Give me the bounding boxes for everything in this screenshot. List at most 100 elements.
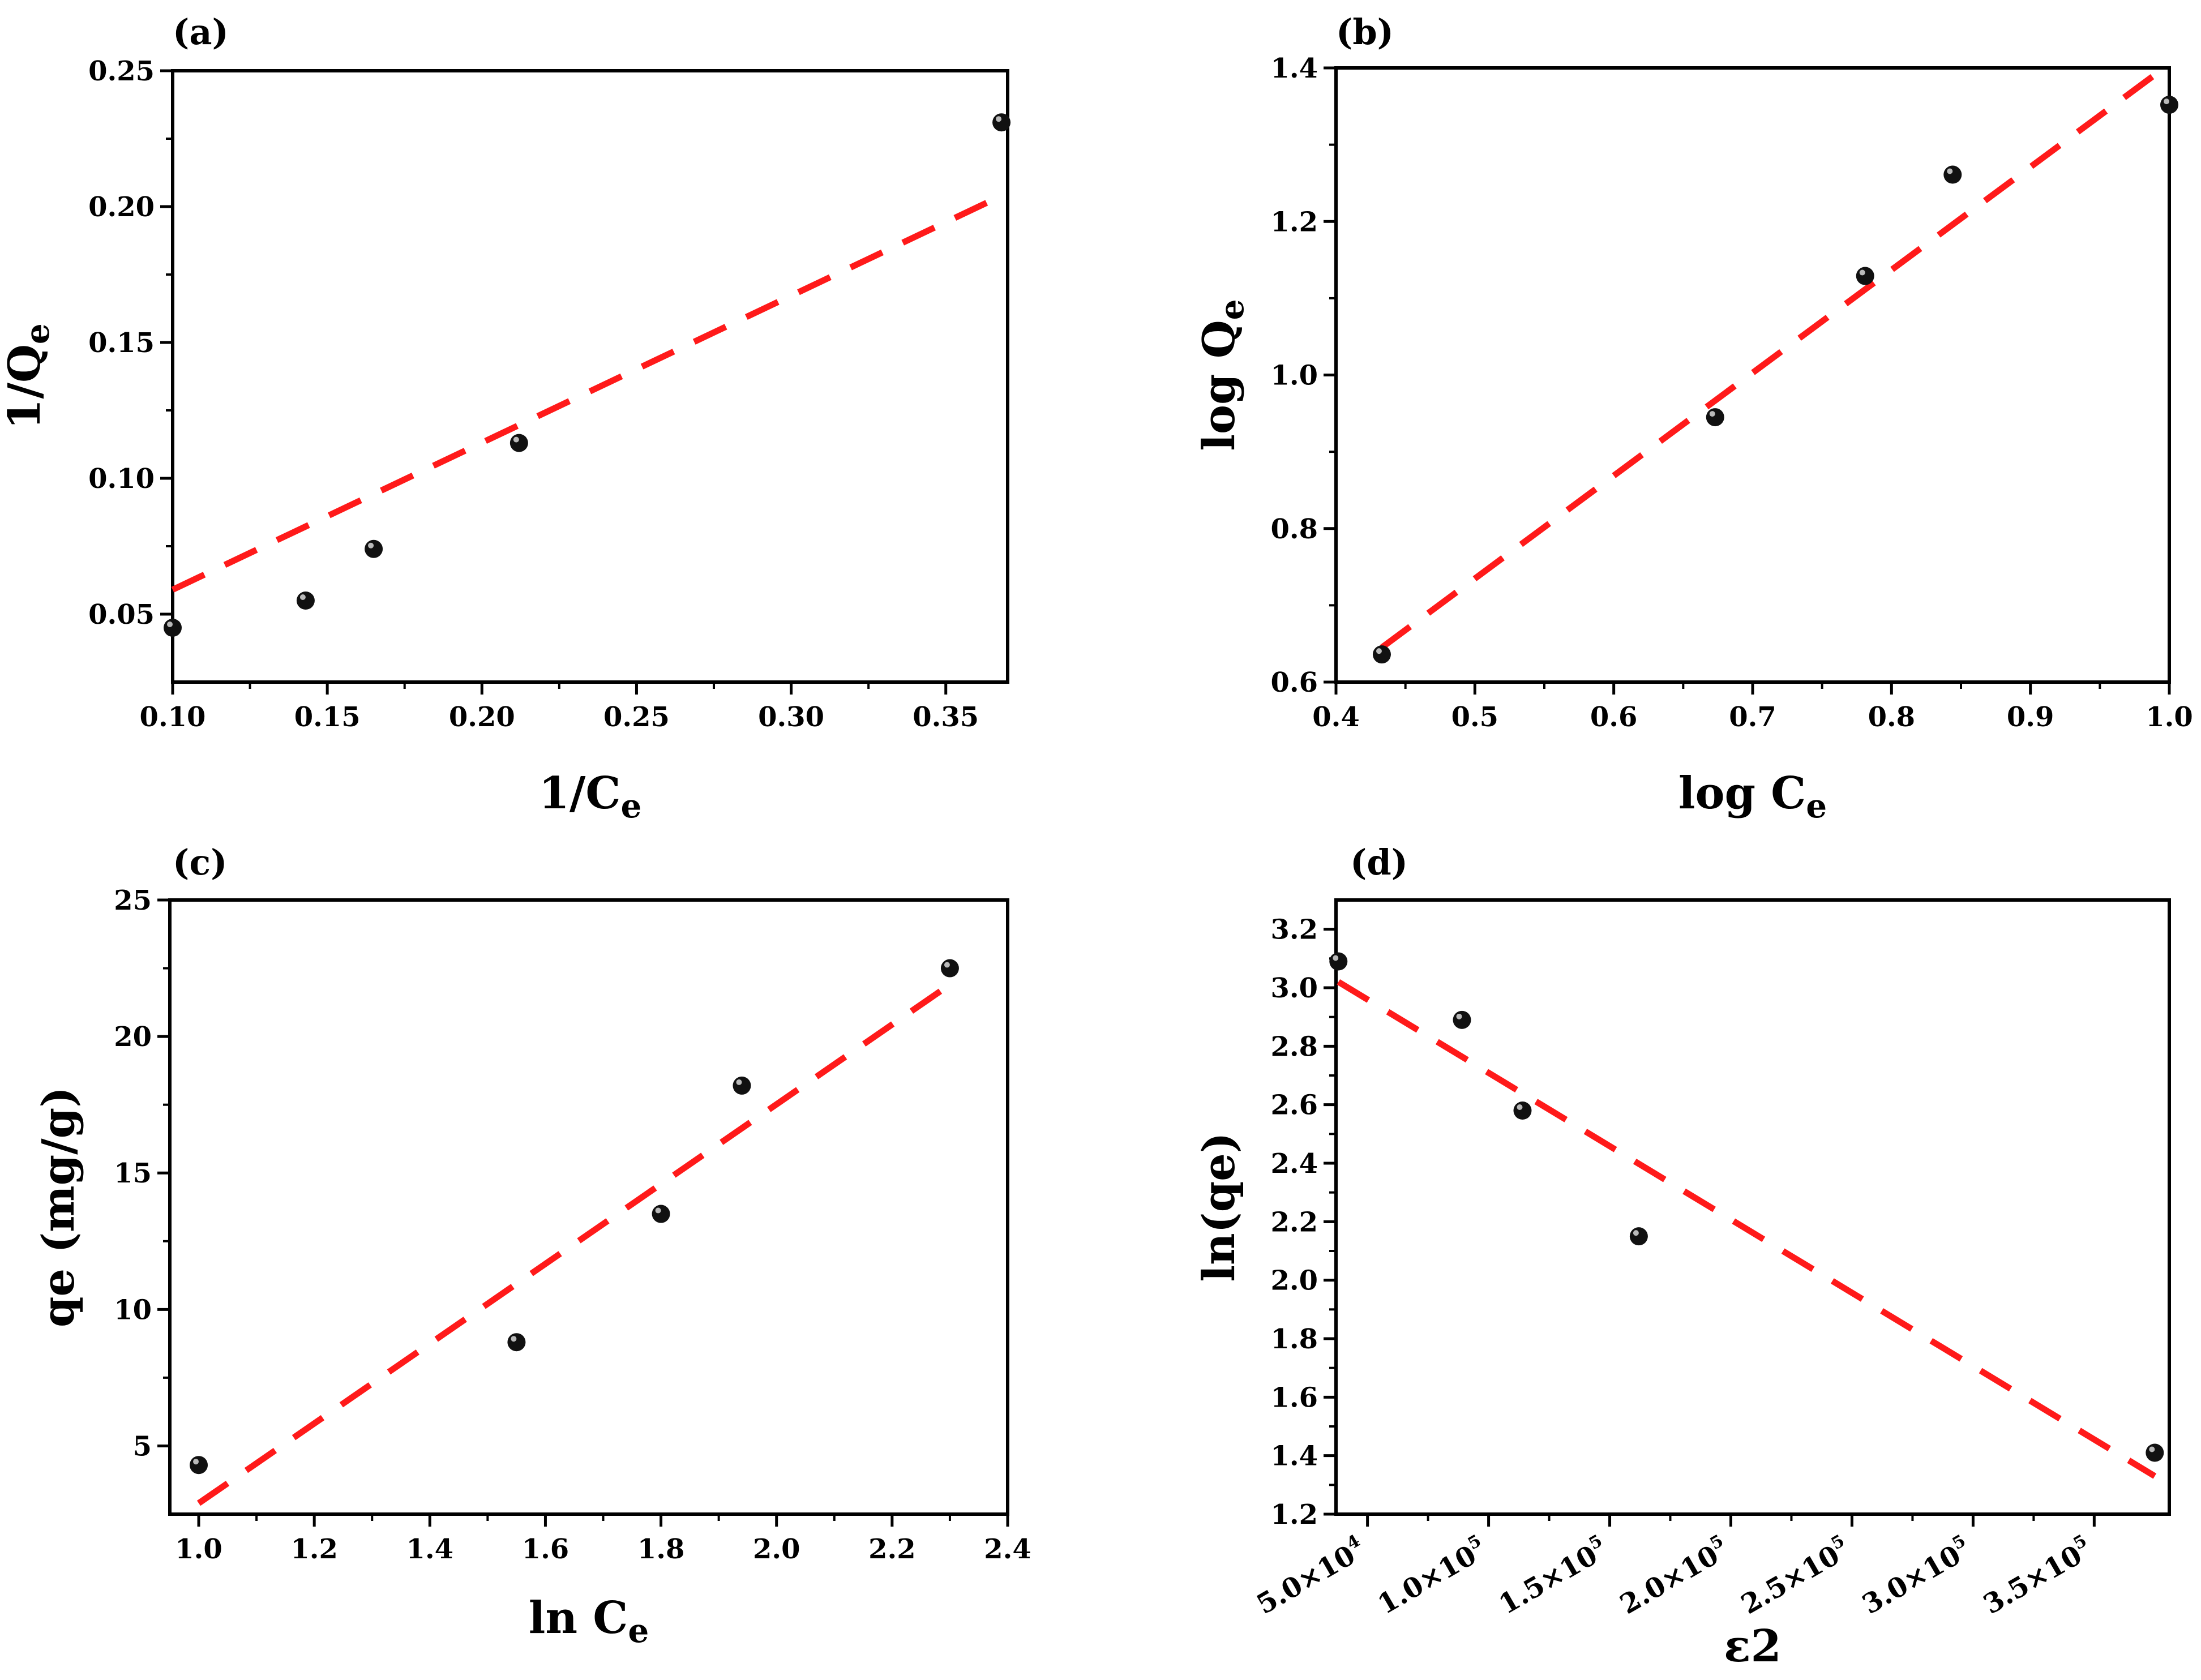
x-tick-label-c: 2.4 [984, 1533, 1031, 1565]
y-tick-label-a: 0.25 [88, 55, 155, 87]
data-point-highlight [1456, 1013, 1462, 1019]
fit-line-b [1380, 61, 2172, 650]
data-point-a-3 [365, 539, 383, 558]
y-tick-label-b: 0.8 [1270, 513, 1318, 545]
x-tick-label-b: 1.0 [2146, 701, 2193, 733]
data-point-b-2 [1706, 408, 1724, 427]
x-tick-label-a: 0.20 [449, 701, 515, 733]
x-tick-label-b: 0.6 [1590, 701, 1638, 733]
x-tick-label-c: 1.0 [175, 1533, 222, 1565]
data-point-highlight [2149, 1446, 2155, 1452]
x-tick-label-a: 0.25 [603, 701, 670, 733]
x-axis-title-a: 1/Ce [539, 768, 642, 825]
y-tick-label-d: 2.4 [1270, 1148, 1318, 1180]
panel-c: (c) 1.0 1.2 1.4 1.6 1.8 2.0 2.2 2.4 5 10 15 20 25 ln C… [33, 842, 1031, 1650]
y-tick-label-d: 3.0 [1270, 972, 1318, 1004]
y-tick-label-b: 0.6 [1270, 667, 1318, 698]
y-tick-label-a: 0.15 [88, 327, 155, 359]
data-point-d-3 [1513, 1102, 1532, 1120]
y-tick-label-b: 1.0 [1270, 360, 1318, 392]
data-point-highlight [1859, 269, 1865, 276]
x-tick-label-b: 0.5 [1451, 701, 1499, 733]
fit-line-c [196, 982, 952, 1506]
data-point-d-2 [1453, 1010, 1471, 1029]
fit-line-a [171, 192, 1003, 593]
data-point-c-3 [652, 1205, 670, 1223]
data-point-b-1 [1372, 645, 1391, 664]
plot-frame-d [1334, 898, 2171, 1516]
data-point-highlight [1376, 648, 1382, 654]
panel-label-d: (d) [1350, 842, 1408, 883]
x-tick-label-d: 3.0×105 [1856, 1531, 1977, 1621]
x-tick-label-d: 3.5×105 [1977, 1531, 2098, 1621]
data-point-c-2 [507, 1333, 526, 1352]
x-tick-label-d: 1.0×105 [1371, 1531, 1492, 1621]
panel-a: (a) 0.10 0.15 0.20 0.25 0.30 0.35 0.05 0.10 0.15 0… [0, 11, 1011, 825]
panel-label-a: (a) [173, 11, 229, 53]
data-point-c-4 [733, 1076, 751, 1095]
data-point-b-3 [1856, 267, 1874, 285]
y-tick-label-c: 5 [133, 1430, 152, 1462]
x-tick-label-b: 0.4 [1312, 701, 1360, 733]
data-point-highlight [996, 116, 1002, 122]
y-tick-label-d: 2.2 [1270, 1206, 1318, 1238]
fit-line-d [1337, 979, 2157, 1479]
x-tick-label-d: 2.5×105 [1735, 1531, 1856, 1621]
x-tick-label-c: 1.8 [637, 1533, 685, 1565]
plot-frame-c [168, 898, 1009, 1516]
y-axis-title-d: ln(qe) [1193, 1132, 1245, 1282]
data-point-highlight [299, 594, 306, 600]
x-tick-label-c: 2.2 [868, 1533, 916, 1565]
x-tick-label-c: 1.4 [406, 1533, 454, 1565]
x-tick-label-d: 1.5×105 [1492, 1531, 1613, 1621]
y-tick-label-d: 2.0 [1270, 1265, 1318, 1297]
y-tick-label-d: 3.2 [1270, 914, 1318, 946]
data-point-a-2 [296, 592, 315, 610]
data-point-a-1 [164, 619, 182, 637]
y-tick-label-d: 2.8 [1270, 1031, 1318, 1062]
data-point-highlight [193, 1459, 199, 1465]
data-point-d-4 [1629, 1227, 1648, 1246]
x-tick-label-c: 1.6 [522, 1533, 569, 1565]
data-point-highlight [167, 622, 173, 627]
data-point-highlight [1517, 1104, 1523, 1110]
x-tick-label-a: 0.30 [758, 701, 824, 733]
y-tick-label-d: 1.4 [1270, 1441, 1318, 1472]
data-point-highlight [511, 1336, 517, 1342]
plot-frame-a [171, 69, 1009, 684]
x-tick-label-c: 2.0 [753, 1533, 800, 1565]
x-tick-label-a: 0.15 [294, 701, 361, 733]
panel-b: (b) 0.4 0.5 0.6 0.7 0.8 0.9 1.0 0.6 0.8 1.0 1.2 1.4 l… [1193, 11, 2193, 825]
y-tick-label-c: 20 [114, 1021, 152, 1053]
data-point-highlight [2164, 98, 2169, 105]
y-tick-label-c: 10 [114, 1294, 152, 1326]
data-point-highlight [368, 542, 374, 548]
data-point-b-4 [1943, 165, 1962, 184]
y-tick-label-a: 0.10 [88, 463, 155, 495]
y-tick-label-c: 15 [114, 1158, 152, 1189]
data-point-highlight [944, 962, 950, 968]
x-axis-title-b: log Ce [1678, 768, 1827, 825]
y-tick-label-a: 0.20 [88, 191, 155, 223]
data-point-highlight [736, 1079, 742, 1085]
y-axis-title-a: 1/Qe [0, 323, 57, 430]
y-axis-title-c: qe (mg/g) [33, 1087, 84, 1327]
panel-d: (d)5.0×104 1.0×105 1.5×105 2.0×105 2.5×105 3.… [1193, 842, 2171, 1672]
y-tick-label-b: 1.4 [1270, 53, 1318, 84]
x-tick-label-a: 0.10 [140, 701, 206, 733]
panel-label-c: (c) [173, 842, 227, 883]
x-tick-label-b: 0.8 [1868, 701, 1916, 733]
panel-label-b: (b) [1336, 11, 1394, 53]
x-tick-label-a: 0.35 [913, 701, 979, 733]
data-point-highlight [655, 1207, 661, 1214]
data-point-c-1 [190, 1456, 208, 1475]
y-tick-label-d: 1.2 [1270, 1499, 1318, 1531]
x-axis-title-c: ln Ce [529, 1592, 649, 1650]
data-point-d-1 [1329, 952, 1348, 971]
y-tick-label-a: 0.05 [88, 599, 155, 631]
x-tick-label-b: 0.7 [1729, 701, 1776, 733]
y-tick-label-d: 1.6 [1270, 1382, 1318, 1413]
data-point-highlight [1333, 955, 1339, 961]
y-tick-label-d: 2.6 [1270, 1090, 1318, 1121]
